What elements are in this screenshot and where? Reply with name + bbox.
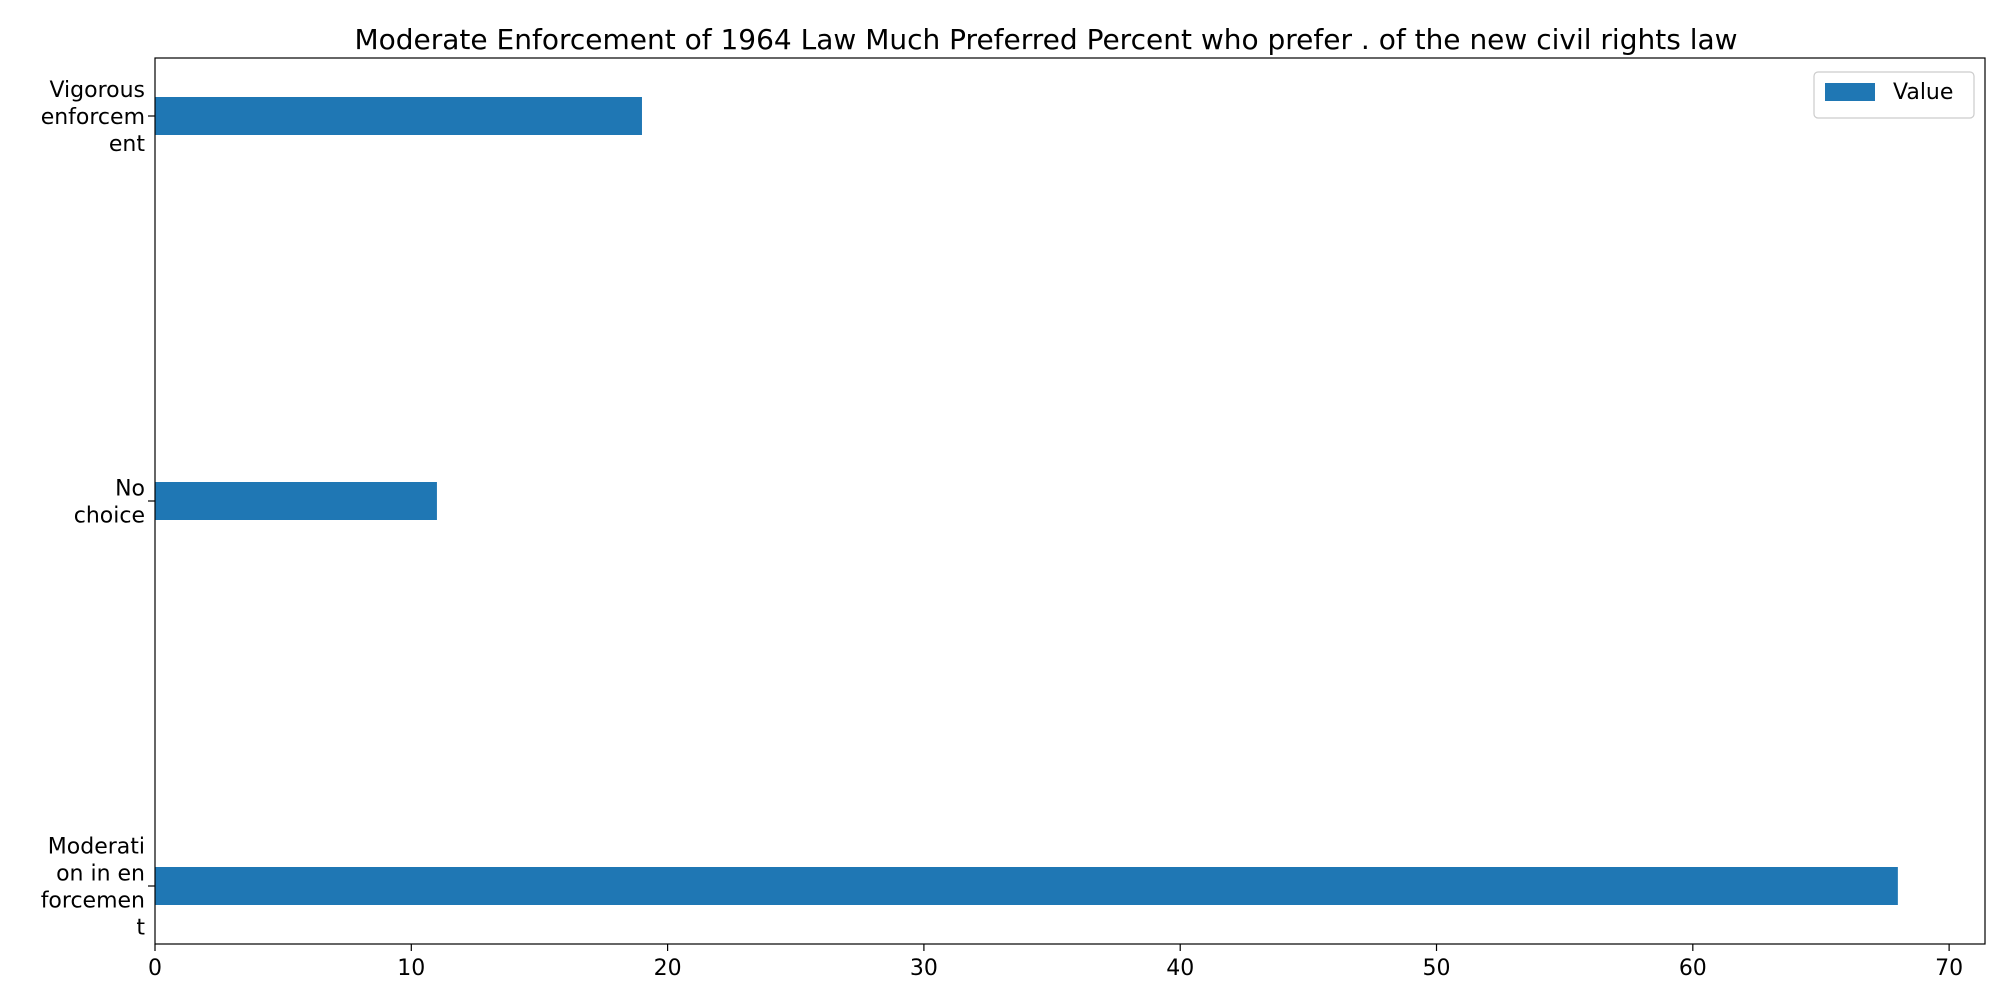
x-tick-label: 30 [910, 956, 938, 981]
y-tick-label-line: Moderati [48, 835, 145, 860]
y-tick-label-line: No [115, 477, 145, 502]
legend-label: Value [1893, 80, 1953, 105]
x-tick-label: 40 [1166, 956, 1194, 981]
bars-layer [155, 97, 1898, 905]
y-tick-label-line: ent [109, 132, 145, 157]
y-tick-label-line: t [136, 916, 145, 941]
x-axis: 0 10 20 30 40 50 60 70 [148, 944, 1963, 981]
legend-swatch [1825, 83, 1875, 101]
y-tick-label-line: enforcem [41, 105, 145, 130]
y-tick-label-line: choice [74, 504, 145, 529]
y-tick-label-line: Vigorous [49, 78, 145, 103]
y-tick-label: Vigorous enforcem ent [41, 78, 146, 157]
x-tick-label: 70 [1935, 956, 1963, 981]
chart-title: Moderate Enforcement of 1964 Law Much Pr… [354, 23, 1737, 56]
bar-0 [155, 97, 642, 135]
bar-1 [155, 482, 437, 520]
x-tick-label: 10 [397, 956, 425, 981]
y-tick-label-line: forcemen [41, 889, 145, 914]
bar-2 [155, 867, 1898, 905]
y-tick-label: No choice [74, 477, 145, 529]
x-tick-label: 0 [148, 956, 162, 981]
x-tick-label: 60 [1679, 956, 1707, 981]
y-tick-label-line: on in en [56, 862, 145, 887]
x-tick-label: 50 [1423, 956, 1451, 981]
x-tick-label: 20 [654, 956, 682, 981]
legend: Value [1813, 71, 1975, 119]
y-axis: Vigorous enforcem ent No choice Moderati on in… [41, 78, 155, 941]
y-tick-label: Moderati on in en forcemen t [41, 835, 146, 941]
